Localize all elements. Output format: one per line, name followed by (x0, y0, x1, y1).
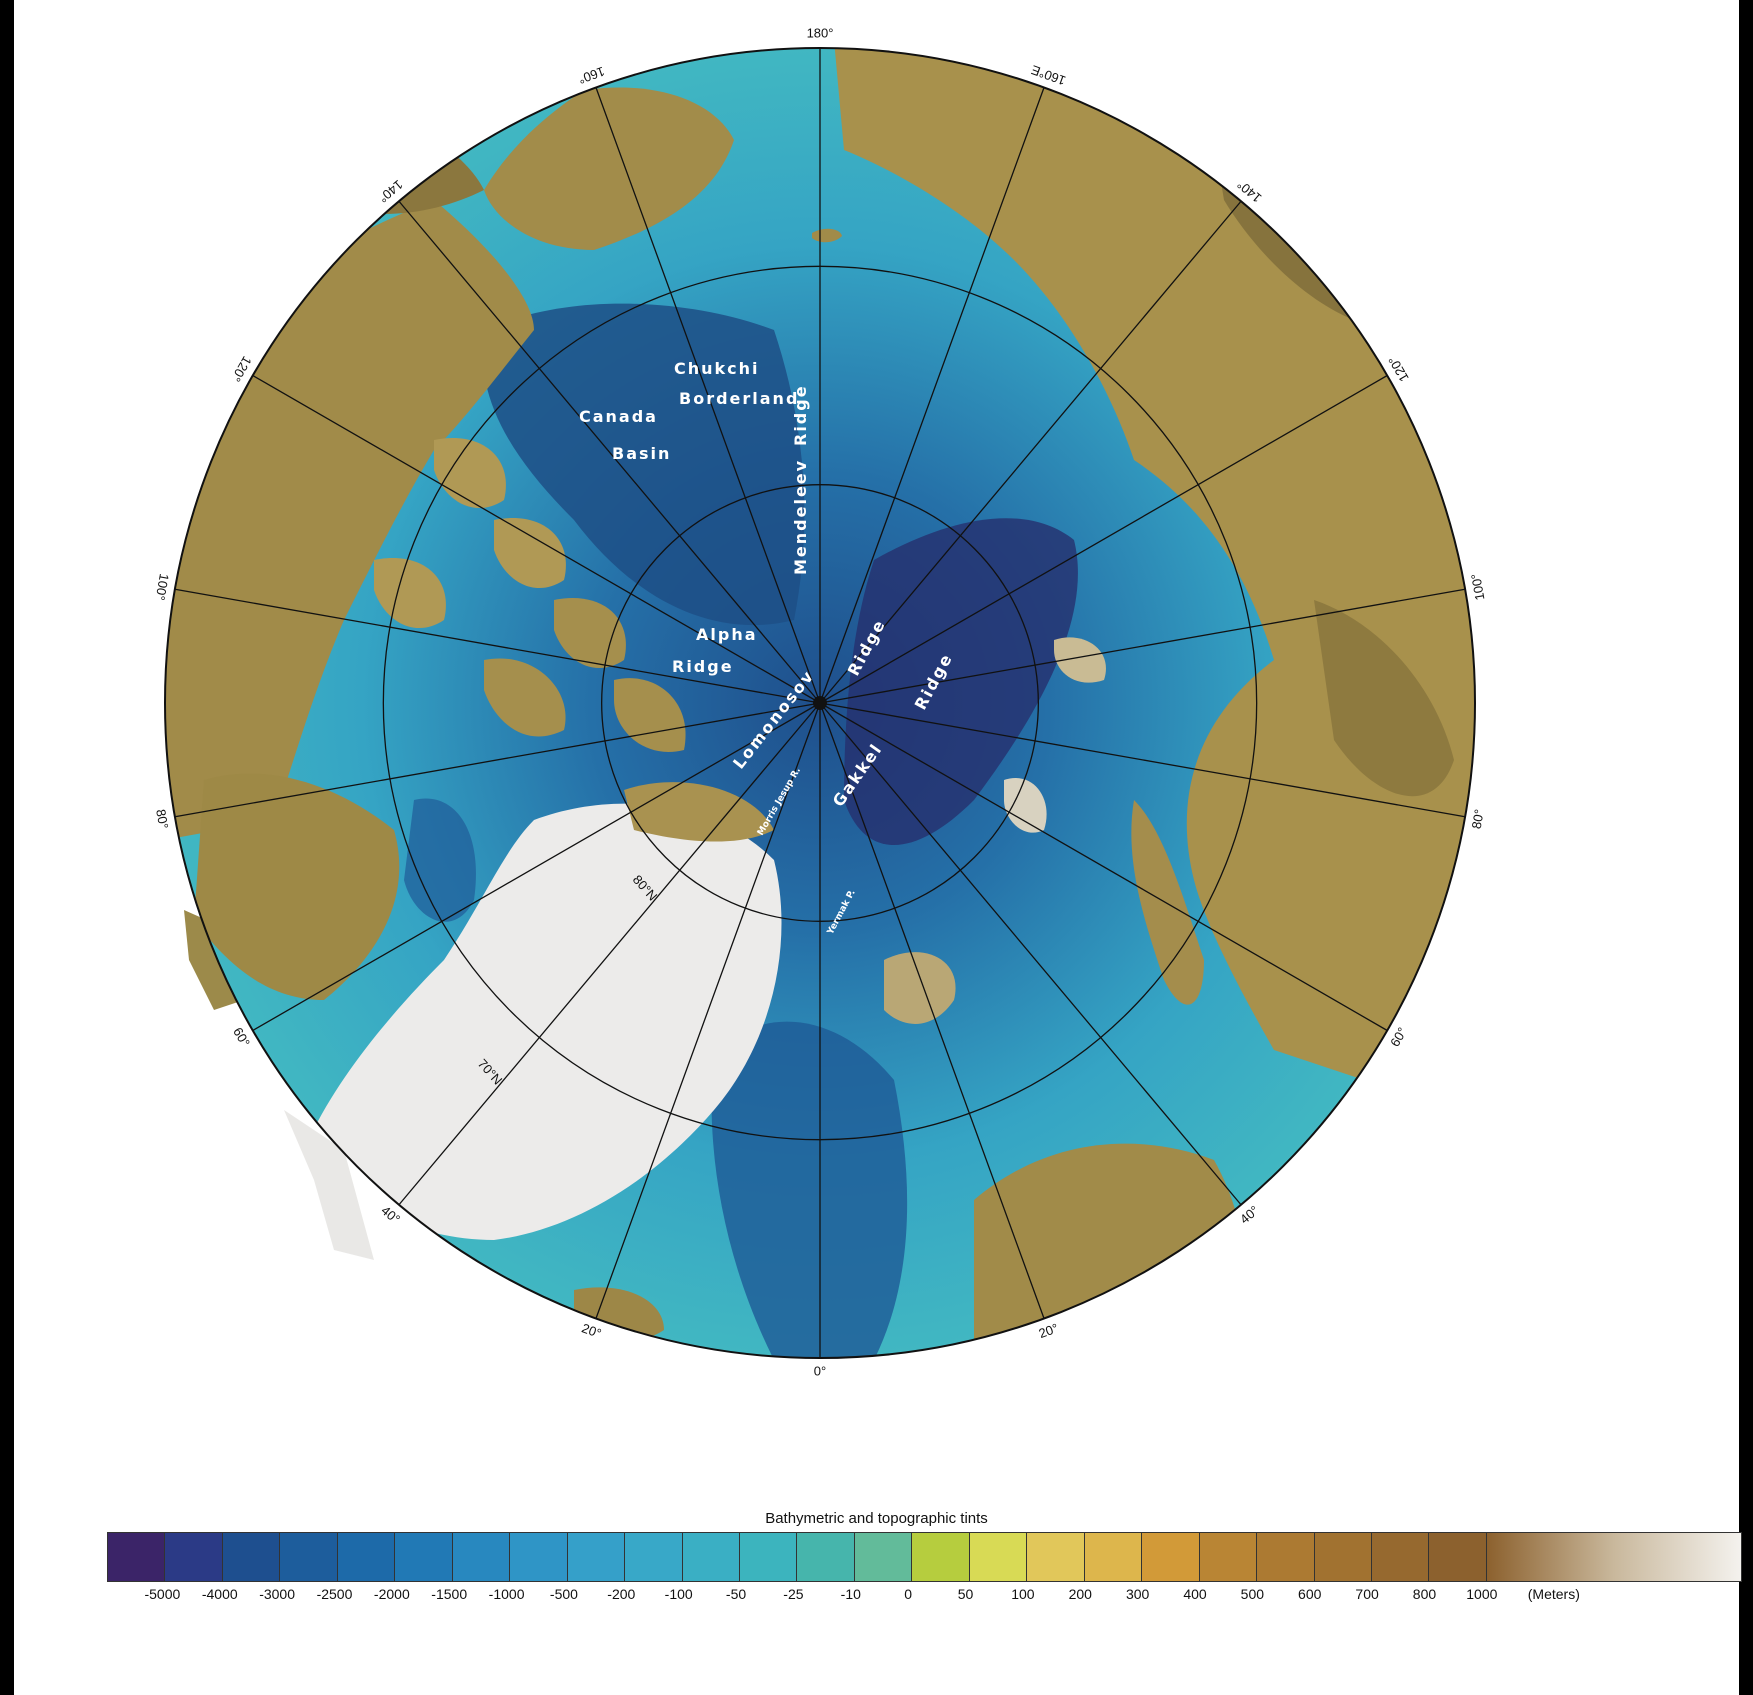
legend-tick-label: -100 (664, 1586, 693, 1602)
legend-tick-label: -1000 (488, 1586, 525, 1602)
latitude-circle (601, 484, 1039, 922)
legend-tick-label: -500 (549, 1586, 578, 1602)
longitude-label: 60° (230, 1025, 253, 1050)
meridian-line (819, 588, 1466, 704)
longitude-label: 100° (153, 572, 172, 601)
legend-tick-label: 600 (1298, 1586, 1322, 1602)
legend-swatch (337, 1533, 396, 1581)
legend-swatch (108, 1533, 166, 1581)
label-alpha-ridge: Ridge (672, 657, 734, 676)
meridian-line (819, 200, 1242, 704)
legend-tick-label: 800 (1412, 1586, 1437, 1602)
meridian-line (252, 374, 821, 704)
legend-swatch-gradient (1486, 1533, 1741, 1581)
legend-swatch (1257, 1533, 1315, 1581)
color-legend-bar (107, 1532, 1742, 1582)
legend-swatch (395, 1533, 453, 1581)
legend-swatch (1027, 1533, 1085, 1581)
legend-swatch (739, 1533, 798, 1581)
meridian-line (595, 702, 821, 1319)
legend-swatch (510, 1533, 568, 1581)
meridian-line (398, 200, 821, 704)
meridian-line (819, 87, 1045, 704)
longitude-label: 180° (807, 25, 834, 40)
legend-tick-label: -50 (725, 1586, 747, 1602)
legend-tick-label: 700 (1355, 1586, 1379, 1602)
legend-tick-label: 0 (904, 1586, 913, 1602)
legend-swatch (682, 1533, 740, 1581)
legend-tick-label: -200 (607, 1586, 636, 1602)
legend-tick-label: -3000 (259, 1586, 295, 1602)
legend-tick-label: 1000 (1466, 1586, 1498, 1602)
label-canada: Canada (579, 407, 658, 426)
legend-swatch (1371, 1533, 1430, 1581)
label-basin: Basin (612, 444, 671, 463)
legend-swatch (452, 1533, 511, 1581)
legend-swatch (912, 1533, 970, 1581)
meridian-line (819, 702, 1466, 818)
legend-tick-label: -2000 (373, 1586, 410, 1602)
longitude-label: 20° (580, 1320, 604, 1341)
legend-swatch (1314, 1533, 1372, 1581)
legend-swatch (1142, 1533, 1200, 1581)
legend-swatch (280, 1533, 338, 1581)
legend-tick-label: -10 (840, 1586, 861, 1602)
legend-tick-label: -4000 (201, 1586, 238, 1602)
meridian-line (398, 702, 821, 1206)
label-mendeleev-ridge: Ridge (791, 384, 810, 446)
map-rim (164, 47, 1476, 1359)
legend-swatch (625, 1533, 683, 1581)
legend-swatch (222, 1533, 281, 1581)
legend-tick-label: (Meters) (1527, 1586, 1580, 1602)
deep-basins (404, 303, 1078, 1358)
meridian-line (819, 374, 1388, 704)
label-chukchi: Chukchi (674, 359, 760, 378)
label-borderland: Borderland (679, 389, 799, 408)
longitude-label: 80° (153, 808, 171, 830)
longitude-label: 0° (814, 1363, 826, 1378)
meridian-line (819, 702, 1242, 1206)
meridian-line (819, 702, 1388, 1032)
longitude-label: 80° (1469, 808, 1487, 830)
legend-swatch (854, 1533, 913, 1581)
legend-tick-label: 500 (1240, 1586, 1265, 1602)
legend-title: Bathymetric and topographic tints (765, 1510, 988, 1527)
longitude-label: 60° (1387, 1025, 1410, 1050)
longitude-label: 100° (1468, 572, 1487, 601)
map-sheet: 180° 160° 160°E 140° 140° 120° 120° 100° 100° 80°… (14, 0, 1742, 1695)
legend-swatch (1199, 1533, 1258, 1581)
latitude-circle (382, 265, 1258, 1141)
legend-swatch (165, 1533, 223, 1581)
north-pole-marker (813, 696, 827, 710)
meridian-line (174, 588, 821, 704)
legend-tick-label: -1500 (431, 1586, 468, 1602)
meridian-line (174, 702, 821, 818)
graticule (174, 48, 1466, 1358)
legend-tick-label: -25 (783, 1586, 804, 1602)
meridian-line (819, 702, 1045, 1319)
longitude-label: 20° (1037, 1320, 1061, 1341)
map-disk (165, 48, 1475, 1358)
legend-swatch (969, 1533, 1028, 1581)
legend-swatch (567, 1533, 626, 1581)
longitude-label: 160° (576, 64, 606, 87)
legend-tick-label: -2500 (316, 1586, 353, 1602)
legend-tick-label: 50 (957, 1586, 974, 1602)
legend-swatch (1084, 1533, 1143, 1581)
meridian-line (595, 87, 821, 704)
legend-tick-labels: -5000 -4000 -3000 -2500 -2000 -1500 -1000 -500-… (0, 1586, 1753, 1606)
legend-tick-label: 100 (1011, 1586, 1035, 1602)
legend-tick-label: 200 (1068, 1586, 1092, 1602)
legend-tick-label: 400 (1183, 1586, 1207, 1602)
legend-tick-label: 300 (1125, 1586, 1150, 1602)
legend-swatch (797, 1533, 855, 1581)
legend-tick-label: -5000 (144, 1586, 181, 1602)
label-alpha: Alpha (696, 625, 758, 644)
legend-swatch (1429, 1533, 1487, 1581)
meridian-line (252, 702, 821, 1032)
label-mendeleev: Mendeleev (791, 459, 810, 575)
